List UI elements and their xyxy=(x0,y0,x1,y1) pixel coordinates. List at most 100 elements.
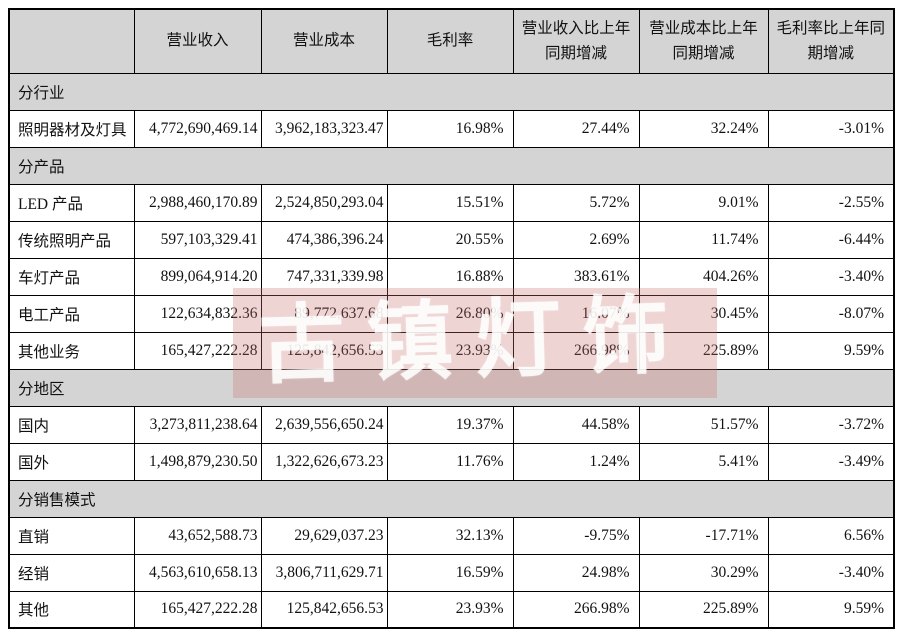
cell-value: 30.45% xyxy=(638,294,769,333)
cell-value: 2.69% xyxy=(512,220,640,259)
cell-value: 11.74% xyxy=(638,220,769,259)
row-label: 照明器材及灯具 xyxy=(8,109,135,148)
cell-value: 23.93% xyxy=(386,331,514,370)
table-row: 其他业务 165,427,222.28 125,842,656.53 23.93% 26… xyxy=(8,331,895,370)
section-row: 分产品 xyxy=(8,146,895,185)
cell-value: 15.51% xyxy=(386,183,514,222)
table-header-row: 营业收入 营业成本 毛利率 营业收入比上年同期增减 营业成本比上年同期增减 毛利… xyxy=(8,8,895,74)
row-label: 国外 xyxy=(8,442,135,481)
cell-value: 225.89% xyxy=(638,331,769,370)
cell-value: 404.26% xyxy=(638,257,769,296)
row-label: 电工产品 xyxy=(8,294,135,333)
cell-value: 225.89% xyxy=(638,590,769,629)
section-label: 分销售模式 xyxy=(8,479,895,518)
cell-value: 20.55% xyxy=(386,220,514,259)
cell-value: 23.93% xyxy=(386,590,514,629)
section-label: 分产品 xyxy=(8,146,895,185)
table-row: 传统照明产品 597,103,329.41 474,386,396.24 20.55%… xyxy=(8,220,895,259)
cell-value: 2,524,850,293.04 xyxy=(260,183,388,222)
cell-value: 747,331,339.98 xyxy=(260,257,388,296)
cell-value: 125,842,656.53 xyxy=(260,590,388,629)
cell-value: 1.24% xyxy=(512,442,640,481)
cell-value: 3,273,811,238.64 xyxy=(133,405,262,444)
table-row: 国内 3,273,811,238.64 2,639,556,650.24 19.37%… xyxy=(8,405,895,444)
cell-value: -2.55% xyxy=(767,183,895,222)
header-cell-empty xyxy=(8,8,135,74)
table-row: LED 产品 2,988,460,170.89 2,524,850,293.04 15… xyxy=(8,183,895,222)
row-label: 国内 xyxy=(8,405,135,444)
table-row: 经销 4,563,610,658.13 3,806,711,629.71 16.59%… xyxy=(8,553,895,592)
cell-value: -6.44% xyxy=(767,220,895,259)
cell-value: -17.71% xyxy=(638,516,769,555)
cell-value: 9.59% xyxy=(767,590,895,629)
cell-value: 43,652,588.73 xyxy=(133,516,262,555)
header-cell-revenue-yoy: 营业收入比上年同期增减 xyxy=(512,8,640,74)
cell-value: 9.59% xyxy=(767,331,895,370)
cell-value: 16.59% xyxy=(386,553,514,592)
table-row: 直销 43,652,588.73 29,629,037.23 32.13% -9.75%… xyxy=(8,516,895,555)
cell-value: 2,988,460,170.89 xyxy=(133,183,262,222)
cell-value: -3.49% xyxy=(767,442,895,481)
header-cell-cost-yoy: 营业成本比上年同期增减 xyxy=(638,8,769,74)
cell-value: -8.07% xyxy=(767,294,895,333)
cell-value: 32.13% xyxy=(386,516,514,555)
cell-value: 165,427,222.28 xyxy=(133,331,262,370)
cell-value: 51.57% xyxy=(638,405,769,444)
cell-value: 9.01% xyxy=(638,183,769,222)
cell-value: 30.29% xyxy=(638,553,769,592)
cell-value: 5.41% xyxy=(638,442,769,481)
cell-value: 597,103,329.41 xyxy=(133,220,262,259)
table-row: 国外 1,498,879,230.50 1,322,626,673.23 11.76%… xyxy=(8,442,895,481)
cell-value: 383.61% xyxy=(512,257,640,296)
table-row: 车灯产品 899,064,914.20 747,331,339.98 16.88% 38… xyxy=(8,257,895,296)
row-label: 传统照明产品 xyxy=(8,220,135,259)
cell-value: 11.76% xyxy=(386,442,514,481)
row-label: 车灯产品 xyxy=(8,257,135,296)
cell-value: 266.98% xyxy=(512,331,640,370)
section-row: 分销售模式 xyxy=(8,479,895,518)
cell-value: 1,498,879,230.50 xyxy=(133,442,262,481)
cell-value: 3,962,183,323.47 xyxy=(260,109,388,148)
row-label: 其他业务 xyxy=(8,331,135,370)
header-cell-gross-margin: 毛利率 xyxy=(386,8,514,74)
cell-value: 3,806,711,629.71 xyxy=(260,553,388,592)
cell-value: -3.01% xyxy=(767,109,895,148)
table-row: 照明器材及灯具 4,772,690,469.14 3,962,183,323.47 1… xyxy=(8,109,895,148)
cell-value: 29,629,037.23 xyxy=(260,516,388,555)
cell-value: 1,322,626,673.23 xyxy=(260,442,388,481)
financial-breakdown-table: 营业收入 营业成本 毛利率 营业收入比上年同期增减 营业成本比上年同期增减 毛利… xyxy=(8,8,895,629)
row-label: 经销 xyxy=(8,553,135,592)
cell-value: 5.72% xyxy=(512,183,640,222)
row-label: LED 产品 xyxy=(8,183,135,222)
header-cell-cost: 营业成本 xyxy=(260,8,388,74)
cell-value: 6.56% xyxy=(767,516,895,555)
cell-value: 16.98% xyxy=(386,109,514,148)
cell-value: 16.07% xyxy=(512,294,640,333)
cell-value: 44.58% xyxy=(512,405,640,444)
section-row: 分地区 xyxy=(8,368,895,407)
cell-value: 2,639,556,650.24 xyxy=(260,405,388,444)
cell-value: -3.72% xyxy=(767,405,895,444)
cell-value: 4,563,610,658.13 xyxy=(133,553,262,592)
row-label: 其他 xyxy=(8,590,135,629)
header-cell-revenue: 营业收入 xyxy=(133,8,262,74)
cell-value: 24.98% xyxy=(512,553,640,592)
table-row: 其他 165,427,222.28 125,842,656.53 23.93% 266.… xyxy=(8,590,895,629)
cell-value: 19.37% xyxy=(386,405,514,444)
header-cell-gross-margin-yoy: 毛利率比上年同期增减 xyxy=(767,8,895,74)
row-label: 直销 xyxy=(8,516,135,555)
cell-value: 474,386,396.24 xyxy=(260,220,388,259)
cell-value: -9.75% xyxy=(512,516,640,555)
cell-value: -3.40% xyxy=(767,553,895,592)
cell-value: 27.44% xyxy=(512,109,640,148)
section-row: 分行业 xyxy=(8,72,895,111)
section-label: 分地区 xyxy=(8,368,895,407)
cell-value: 26.80% xyxy=(386,294,514,333)
cell-value: 899,064,914.20 xyxy=(133,257,262,296)
cell-value: 165,427,222.28 xyxy=(133,590,262,629)
cell-value: 89,772,637.68 xyxy=(260,294,388,333)
cell-value: 4,772,690,469.14 xyxy=(133,109,262,148)
cell-value: -3.40% xyxy=(767,257,895,296)
cell-value: 266.98% xyxy=(512,590,640,629)
cell-value: 16.88% xyxy=(386,257,514,296)
